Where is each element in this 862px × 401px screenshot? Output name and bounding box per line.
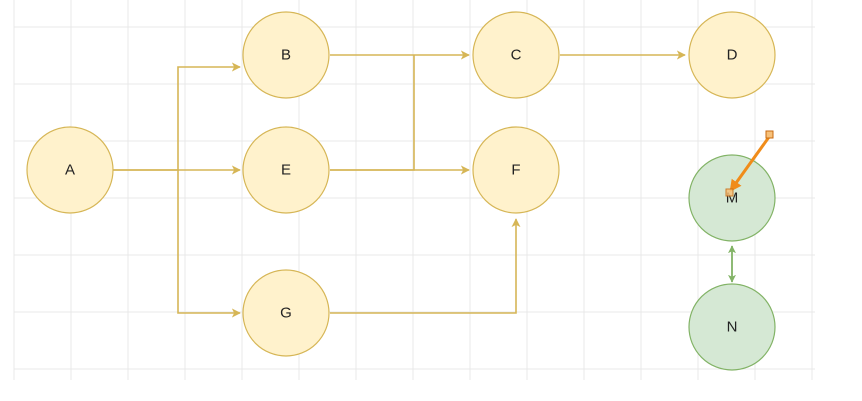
- node-d[interactable]: D: [688, 11, 776, 99]
- node-g[interactable]: G: [242, 269, 330, 357]
- edge-a-g[interactable]: [177, 170, 241, 318]
- edge-a-b[interactable]: [113, 62, 241, 171]
- node-g-label: G: [280, 305, 292, 322]
- node-c[interactable]: C: [472, 11, 560, 99]
- node-n[interactable]: N: [688, 283, 776, 371]
- arrow-target-handle[interactable]: [725, 188, 734, 197]
- node-b-label: B: [281, 47, 291, 64]
- node-a[interactable]: A: [26, 126, 114, 214]
- node-d-label: D: [727, 47, 738, 64]
- edge-g-f[interactable]: [330, 218, 521, 314]
- arrow-source-handle[interactable]: [765, 130, 774, 139]
- node-b[interactable]: B: [242, 11, 330, 99]
- edge-e-c[interactable]: [330, 55, 415, 171]
- node-e-label: E: [281, 162, 291, 179]
- node-n-label: N: [727, 319, 738, 336]
- node-e[interactable]: E: [242, 126, 330, 214]
- node-f-label: F: [511, 162, 520, 179]
- selected-arrow[interactable]: [725, 130, 774, 197]
- node-m[interactable]: M: [688, 154, 776, 242]
- edges: [113, 50, 686, 318]
- node-c-label: C: [511, 47, 522, 64]
- node-f[interactable]: F: [472, 126, 560, 214]
- node-a-label: A: [65, 162, 75, 179]
